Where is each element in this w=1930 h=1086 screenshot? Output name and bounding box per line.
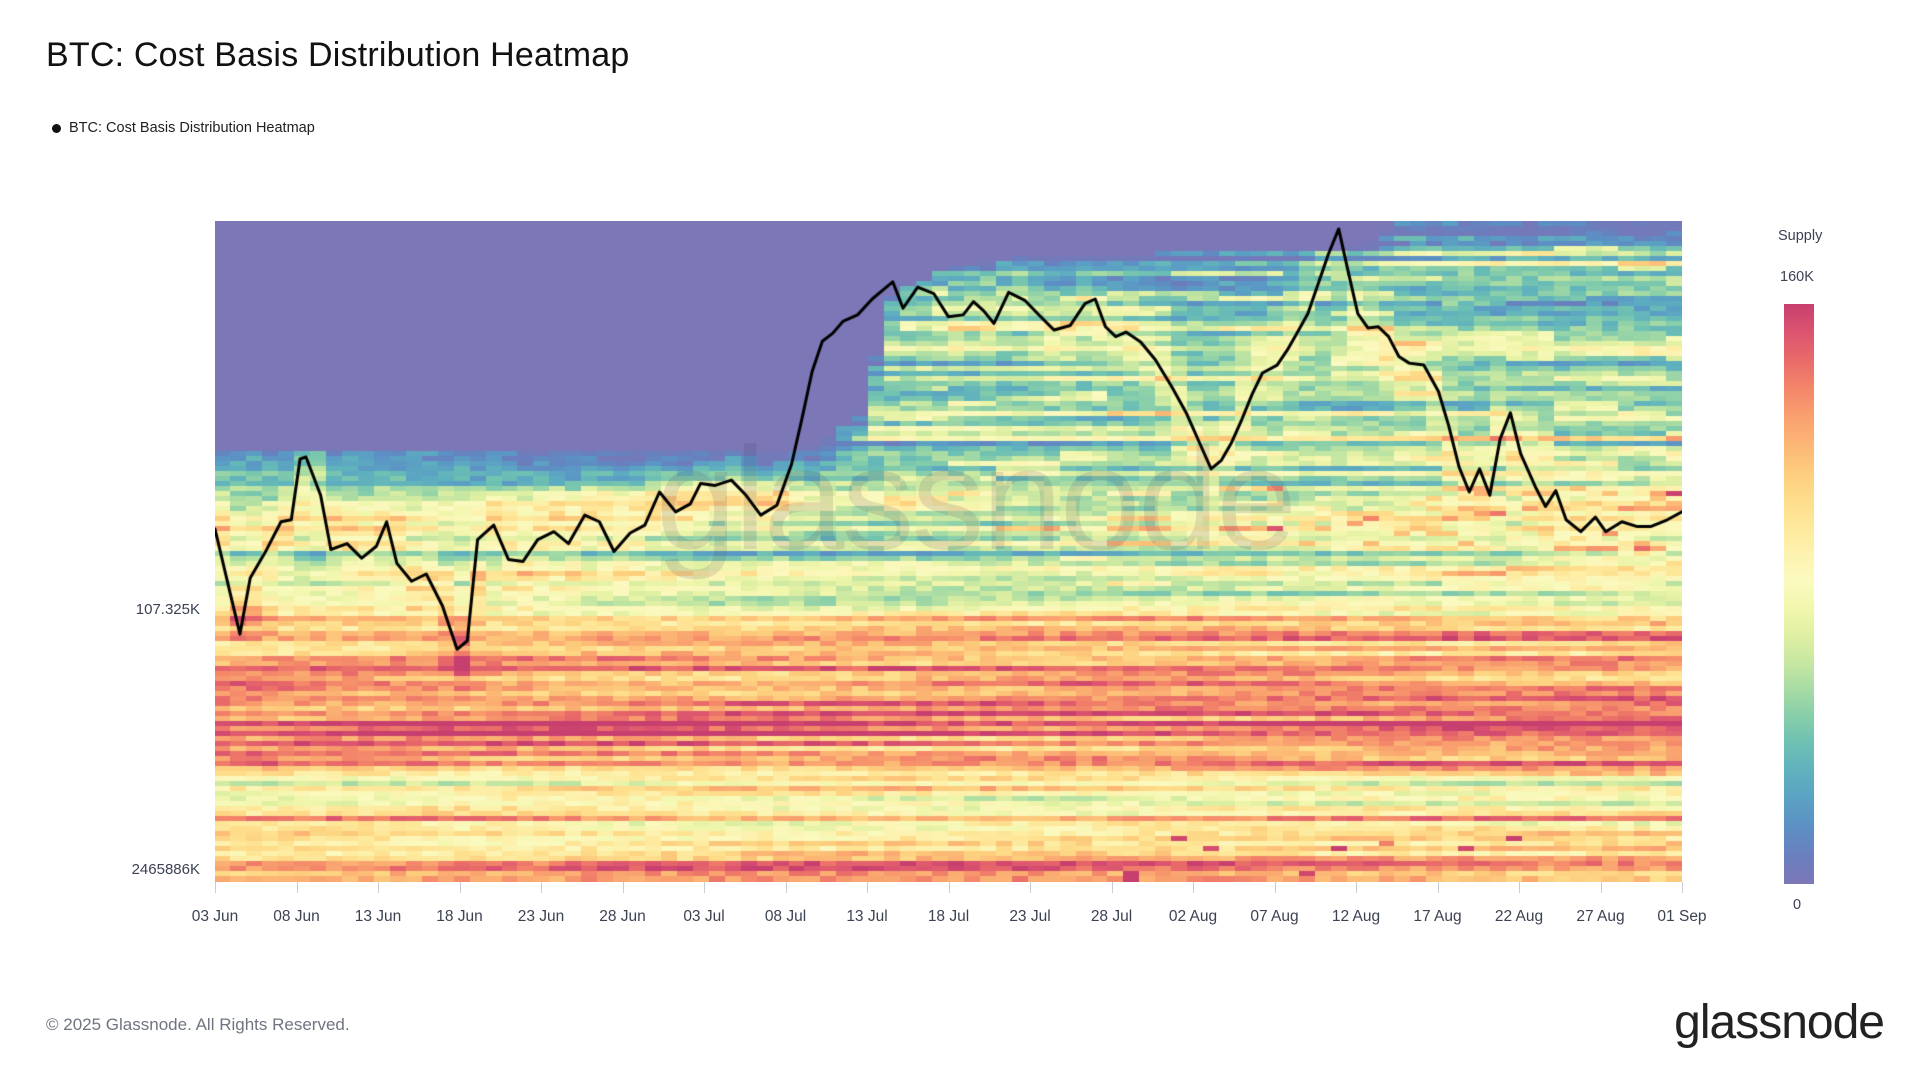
x-axis-tick bbox=[1437, 882, 1439, 893]
x-axis-tick-label: 07 Aug bbox=[1250, 908, 1299, 925]
legend-dot-icon bbox=[52, 123, 61, 133]
x-axis-tick bbox=[622, 882, 624, 893]
page-title: BTC: Cost Basis Distribution Heatmap bbox=[46, 36, 630, 74]
x-axis-tick bbox=[378, 882, 379, 893]
legend-item-label: BTC: Cost Basis Distribution Heatmap bbox=[69, 120, 315, 136]
x-axis-tick-label: 23 Jun bbox=[517, 908, 565, 925]
x-axis-tick-label: 13 Jul bbox=[846, 908, 888, 925]
chart-legend[interactable]: BTC: Cost Basis Distribution Heatmap bbox=[52, 120, 315, 136]
price-line-overlay bbox=[215, 221, 1682, 882]
footer-copyright: © 2025 Glassnode. All Rights Reserved. bbox=[46, 1015, 350, 1034]
x-axis-tick-label: 18 Jun bbox=[436, 908, 483, 925]
x-axis-tick bbox=[785, 882, 787, 893]
heatmap-clip: glassnode bbox=[215, 221, 1682, 882]
x-axis-tick bbox=[541, 882, 542, 893]
x-axis-tick-label: 28 Jun bbox=[599, 908, 646, 925]
y-axis-tick-label-upper: 107.325K bbox=[135, 601, 200, 618]
plot-area[interactable]: glassnode bbox=[215, 221, 1682, 882]
x-axis-tick-label: 17 Aug bbox=[1413, 908, 1462, 925]
x-axis-tick bbox=[948, 882, 950, 893]
colorbar-max-label: 160K bbox=[1780, 269, 1814, 285]
x-axis-tick-label: 01 Sep bbox=[1657, 908, 1707, 925]
x-axis-tick-label: 03 Jul bbox=[683, 908, 725, 925]
x-axis-tick-label: 08 Jun bbox=[273, 908, 320, 925]
x-axis-tick bbox=[1682, 882, 1683, 893]
x-axis-tick bbox=[1274, 882, 1276, 893]
x-axis-ticks bbox=[215, 882, 1683, 896]
x-axis-tick bbox=[1030, 882, 1031, 893]
x-axis-tick bbox=[296, 882, 298, 893]
x-axis-tick-label: 12 Aug bbox=[1331, 908, 1381, 925]
x-axis-tick bbox=[1519, 882, 1520, 893]
brand-logo: glassnode bbox=[1674, 996, 1885, 1049]
x-axis-tick bbox=[1111, 882, 1113, 893]
x-axis-tick-label: 08 Jul bbox=[764, 908, 807, 925]
x-axis-tick bbox=[1193, 882, 1194, 893]
colorbar-min-label: 0 bbox=[1793, 897, 1802, 913]
x-axis-tick bbox=[867, 882, 868, 893]
x-axis-tick-label: 28 Jul bbox=[1090, 908, 1133, 925]
y-axis-tick-label-lower: 2465886K bbox=[131, 861, 200, 878]
x-axis-tick-label: 02 Aug bbox=[1168, 908, 1218, 925]
x-axis-tick bbox=[704, 882, 705, 893]
x-axis-tick-label: 22 Aug bbox=[1494, 908, 1544, 925]
x-axis-tick-label: 27 Aug bbox=[1576, 908, 1625, 925]
x-axis-tick-label: 03 Jun bbox=[191, 908, 239, 925]
x-axis-tick bbox=[215, 882, 216, 893]
colorbar-title: Supply bbox=[1778, 228, 1823, 244]
colorbar-gradient[interactable] bbox=[1784, 304, 1814, 884]
x-axis-tick-label: 18 Jul bbox=[927, 908, 970, 925]
x-axis-tick bbox=[459, 882, 461, 893]
x-axis-tick-label: 23 Jul bbox=[1009, 908, 1051, 925]
x-axis-tick bbox=[1600, 882, 1602, 893]
x-axis-tick bbox=[1356, 882, 1357, 893]
x-axis-tick-label: 13 Jun bbox=[354, 908, 402, 925]
